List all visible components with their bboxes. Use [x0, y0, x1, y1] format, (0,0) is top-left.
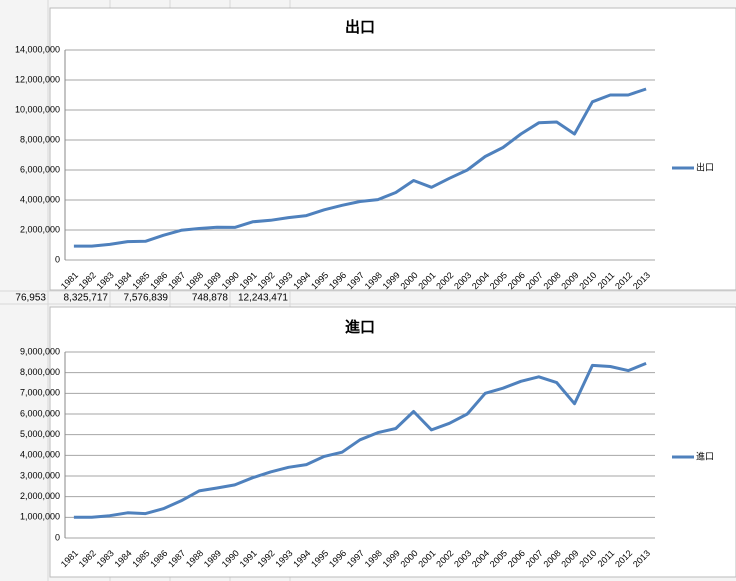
cell-text: 76,953 [15, 293, 46, 304]
chart-area[interactable] [49, 7, 736, 291]
y-tick-label: 7,000,000 [20, 388, 60, 398]
y-tick-label: 0 [55, 254, 60, 264]
y-tick-label: 8,000,000 [20, 134, 60, 144]
series-line [73, 362, 647, 519]
cell-text: 12,243,471 [238, 293, 288, 304]
legend-label: 出口 [696, 161, 714, 172]
y-tick-label: 14,000,000 [15, 44, 60, 54]
cell-text: 7,576,839 [124, 293, 169, 304]
y-tick-label: 2,000,000 [20, 224, 60, 234]
y-tick-label: 12,000,000 [15, 74, 60, 84]
legend-label: 進口 [696, 450, 714, 461]
y-tick-label: 3,000,000 [20, 470, 60, 480]
y-tick-label: 9,000,000 [20, 346, 60, 356]
cell-text: 748,878 [192, 293, 229, 304]
y-tick-label: 2,000,000 [20, 491, 60, 501]
y-tick-label: 6,000,000 [20, 408, 60, 418]
chart-title: 進口 [345, 319, 375, 336]
y-tick-label: 1,000,000 [20, 512, 60, 522]
y-tick-label: 0 [55, 532, 60, 542]
y-tick-label: 5,000,000 [20, 429, 60, 439]
series-line [73, 87, 647, 248]
y-tick-label: 6,000,000 [20, 164, 60, 174]
y-tick-label: 4,000,000 [20, 194, 60, 204]
chart-title: 出口 [345, 18, 375, 36]
y-tick-label: 8,000,000 [20, 367, 60, 377]
y-tick-label: 4,000,000 [20, 450, 60, 460]
y-tick-label: 10,000,000 [15, 104, 60, 114]
chart-area[interactable] [49, 306, 736, 578]
cell-text: 8,325,717 [64, 293, 109, 304]
